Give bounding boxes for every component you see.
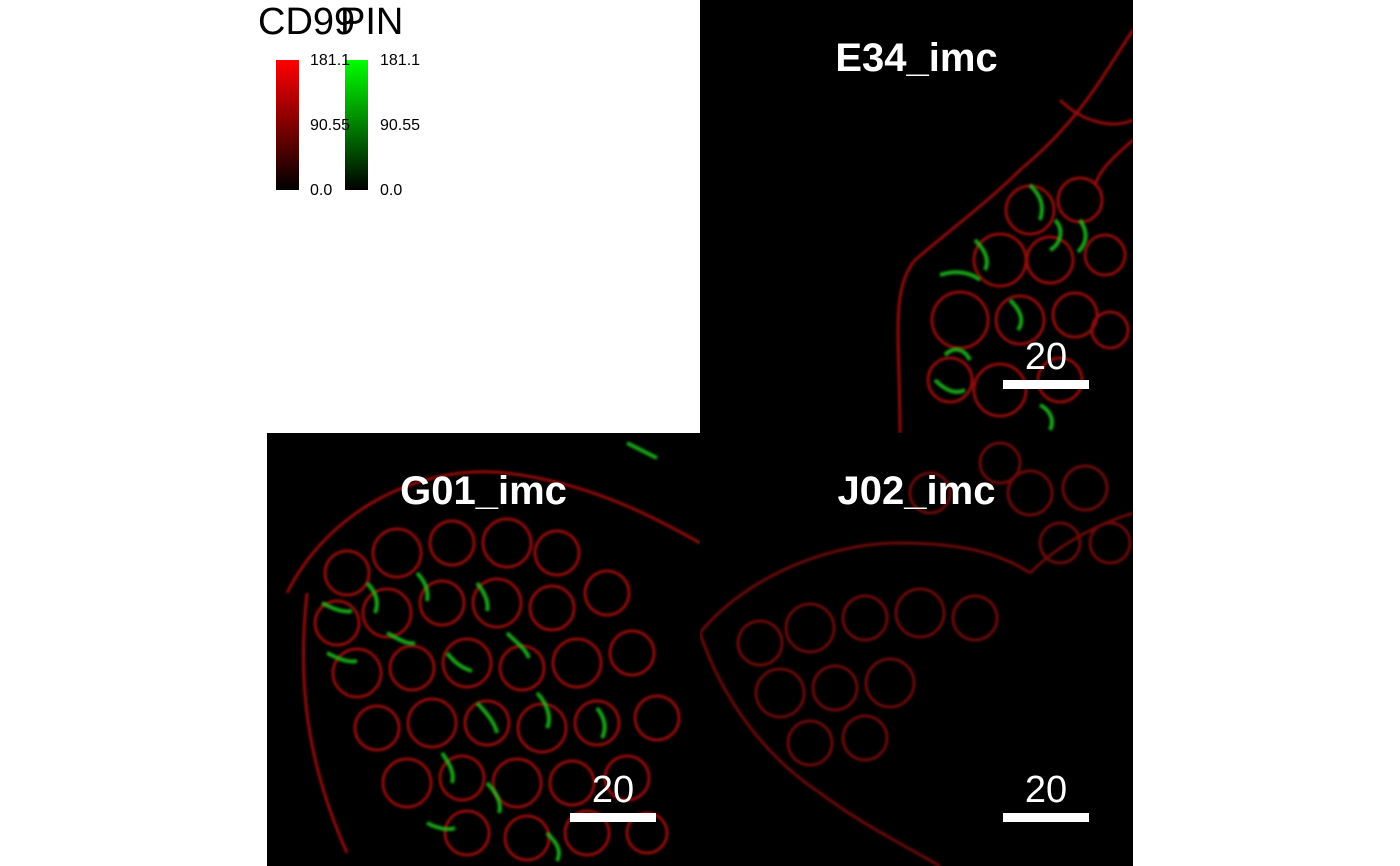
legend-tick-mid: 90.55: [380, 117, 421, 134]
legend-tick-mid: 90.55: [310, 117, 351, 134]
legend-tick-min: 0.0: [310, 182, 333, 199]
scale-bar-label: 20: [1024, 769, 1068, 811]
legend-tick-max: 181.1: [380, 52, 421, 69]
legend-tick-max: 181.1: [310, 52, 351, 69]
legend-title-pin: PIN: [340, 1, 404, 43]
legend-colorbar-cd99: [276, 60, 299, 190]
tissue-image: [700, 441, 1133, 866]
tissue-image: [285, 441, 700, 862]
scale-bar: [1003, 380, 1089, 389]
legend-title-cd99: CD99: [258, 1, 356, 43]
panel-title: J02_imc: [837, 469, 996, 513]
scale-bar-label: 20: [591, 769, 635, 811]
scale-bar-label: 20: [1024, 336, 1068, 378]
legend-tick-min: 0.0: [380, 182, 403, 199]
tissue-image: [896, 29, 1133, 433]
legend-colorbar-pin: [345, 60, 368, 190]
panel-title: E34_imc: [835, 36, 998, 80]
scale-bar: [1003, 813, 1089, 822]
image-panel-e34: E34_imc 20: [700, 0, 1133, 433]
panel-title: G01_imc: [400, 469, 567, 513]
image-panel-j02: J02_imc 20: [700, 433, 1133, 866]
image-panel-g01: G01_imc 20: [267, 433, 700, 866]
scale-bar: [570, 813, 656, 822]
